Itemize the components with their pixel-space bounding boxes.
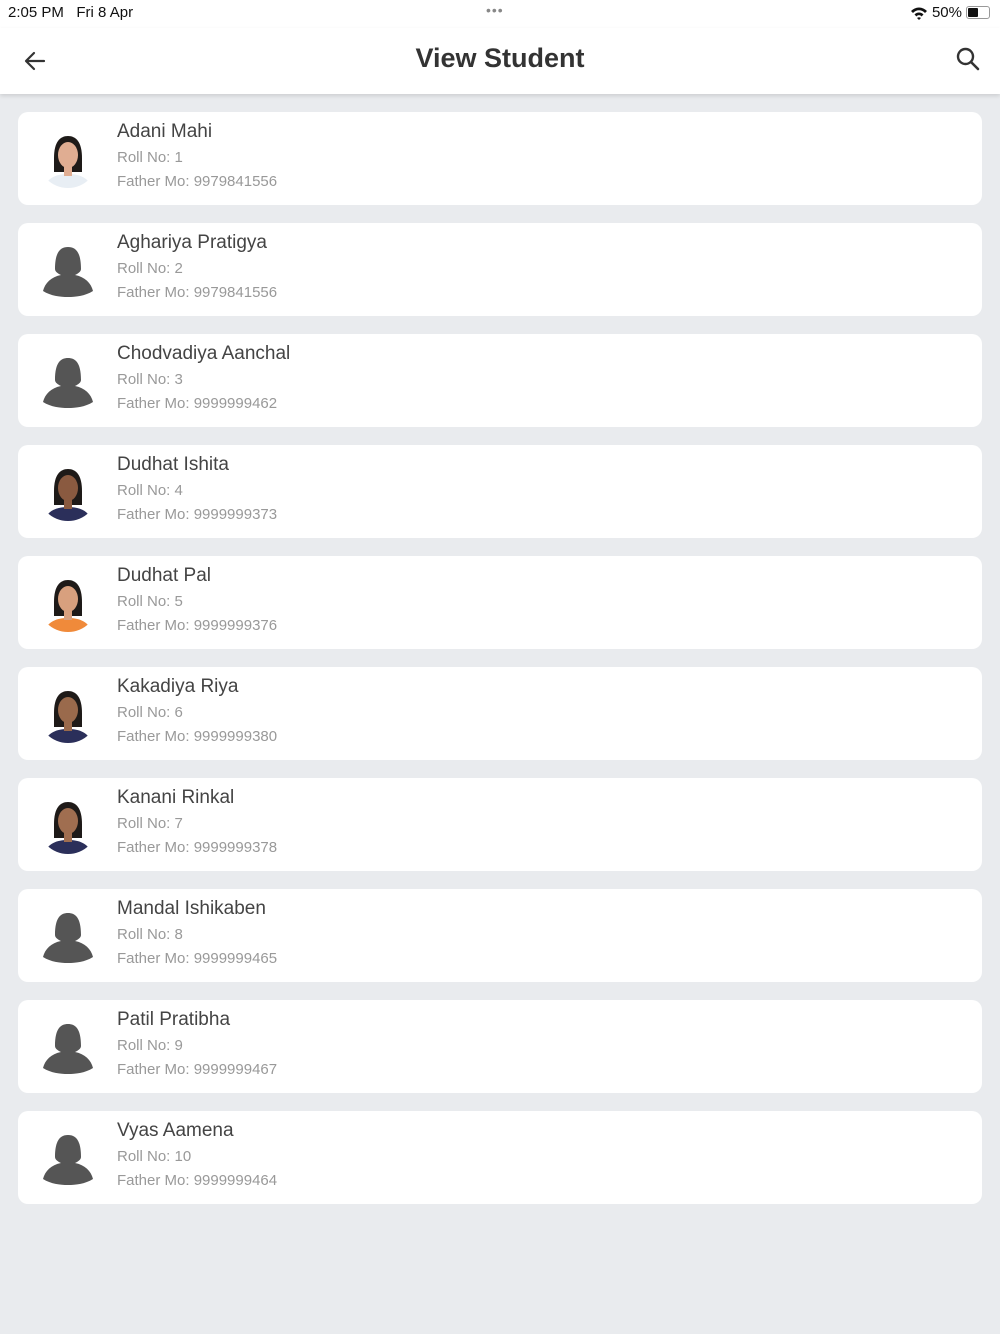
roll-number: Roll No: 9 <box>117 1037 183 1054</box>
student-card[interactable]: Kakadiya Riya Roll No: 6 Father Mo: 999999… <box>18 667 982 760</box>
student-card[interactable]: Dudhat Ishita Roll No: 4 Father Mo: 999999… <box>18 445 982 538</box>
father-mobile: Father Mo: 9999999380 <box>117 728 278 745</box>
roll-number: Roll No: 4 <box>117 482 183 499</box>
student-name: Patil Pratibha <box>117 1009 231 1030</box>
avatar-photo <box>38 461 98 521</box>
student-card[interactable]: Mandal Ishikaben Roll No: 8 Father Mo: 999… <box>18 889 982 982</box>
student-card[interactable]: Vyas Aamena Roll No: 10 Father Mo: 9999999… <box>18 1111 982 1204</box>
father-mobile: Father Mo: 9999999378 <box>117 839 278 856</box>
student-name: Kanani Rinkal <box>117 787 235 808</box>
roll-number: Roll No: 3 <box>117 371 183 388</box>
roll-number: Roll No: 1 <box>117 149 183 166</box>
status-time: 2:05 PM Fri 8 Apr <box>8 4 134 21</box>
student-name: Aghariya Pratigya <box>117 232 267 253</box>
avatar-photo <box>38 794 98 854</box>
student-card[interactable]: Chodvadiya Aanchal Roll No: 3 Father Mo: 9… <box>18 334 982 427</box>
student-name: Adani Mahi <box>117 121 213 142</box>
student-name: Dudhat Pal <box>117 565 212 586</box>
student-name: Mandal Ishikaben <box>117 898 266 919</box>
avatar-placeholder-icon <box>43 358 93 408</box>
avatar-photo <box>38 128 98 188</box>
roll-number: Roll No: 10 <box>117 1148 192 1165</box>
student-card[interactable]: Adani Mahi Roll No: 1 Father Mo: 997984155… <box>18 112 982 205</box>
app-bar: View Student <box>0 28 1000 94</box>
avatar-photo <box>38 683 98 743</box>
father-mobile: Father Mo: 9979841556 <box>117 284 278 301</box>
student-name: Kakadiya Riya <box>117 676 239 697</box>
roll-number: Roll No: 6 <box>117 704 183 721</box>
avatar-placeholder-icon <box>43 1024 93 1074</box>
father-mobile: Father Mo: 9999999467 <box>117 1061 278 1078</box>
battery-icon <box>966 6 990 19</box>
student-list: Adani Mahi Roll No: 1 Father Mo: 997984155… <box>18 112 982 1222</box>
roll-number: Roll No: 2 <box>117 260 183 277</box>
roll-number: Roll No: 8 <box>117 926 183 943</box>
avatar-photo <box>38 572 98 632</box>
avatar-placeholder-icon <box>43 913 93 963</box>
student-name: Vyas Aamena <box>117 1120 234 1141</box>
father-mobile: Father Mo: 9999999465 <box>117 950 278 967</box>
father-mobile: Father Mo: 9999999373 <box>117 506 278 523</box>
father-mobile: Father Mo: 9999999462 <box>117 395 278 412</box>
roll-number: Roll No: 5 <box>117 593 183 610</box>
student-name: Chodvadiya Aanchal <box>117 343 291 364</box>
avatar-placeholder-icon <box>43 247 93 297</box>
father-mobile: Father Mo: 9999999376 <box>117 617 278 634</box>
student-card[interactable]: Aghariya Pratigya Roll No: 2 Father Mo: 99… <box>18 223 982 316</box>
student-card[interactable]: Patil Pratibha Roll No: 9 Father Mo: 99999… <box>18 1000 982 1093</box>
status-bar: 2:05 PM Fri 8 Apr ••• 50% <box>0 0 1000 28</box>
father-mobile: Father Mo: 9979841556 <box>117 173 278 190</box>
father-mobile: Father Mo: 9999999464 <box>117 1172 278 1189</box>
page-title: View Student <box>415 43 585 73</box>
arrow-left-icon[interactable] <box>20 46 50 76</box>
student-card[interactable]: Kanani Rinkal Roll No: 7 Father Mo: 999999… <box>18 778 982 871</box>
student-card[interactable]: Dudhat Pal Roll No: 5 Father Mo: 999999937… <box>18 556 982 649</box>
multitasking-dots[interactable]: ••• <box>486 2 504 18</box>
student-name: Dudhat Ishita <box>117 454 229 475</box>
roll-number: Roll No: 7 <box>117 815 183 832</box>
search-icon[interactable] <box>954 45 982 73</box>
battery-percent: 50% <box>931 4 962 21</box>
avatar-placeholder-icon <box>43 1135 93 1185</box>
wifi-icon <box>910 7 927 20</box>
